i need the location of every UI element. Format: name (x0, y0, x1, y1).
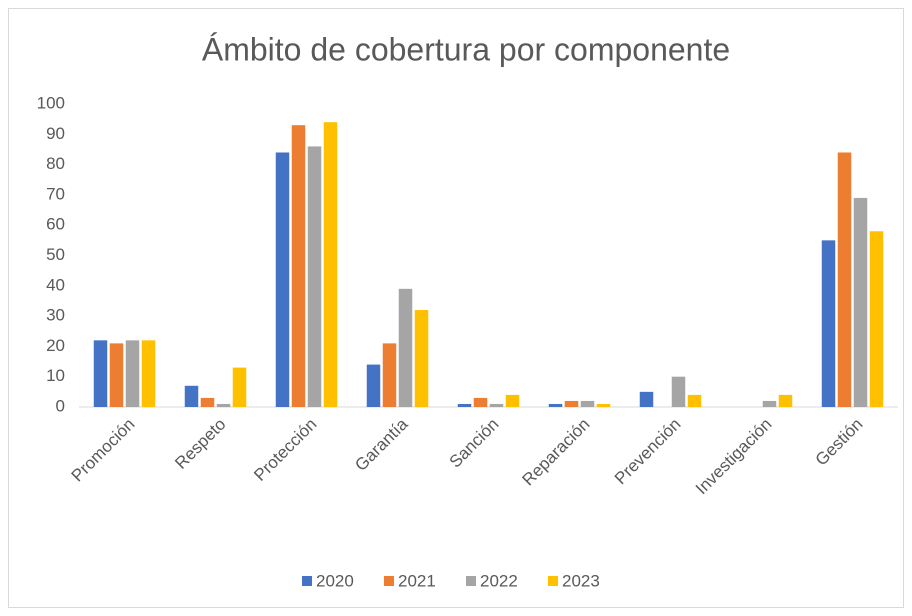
bar (762, 400, 777, 407)
y-tick-label: 80 (46, 154, 65, 173)
legend-label: 2023 (562, 571, 600, 590)
legend-label: 2021 (398, 571, 436, 590)
bar (473, 397, 488, 407)
legend-swatch (548, 576, 558, 586)
bar (687, 394, 702, 407)
bar (141, 340, 156, 407)
bar (109, 343, 124, 407)
bar (853, 197, 868, 407)
y-tick-label: 90 (46, 124, 65, 143)
bar (639, 391, 654, 407)
legend-swatch (302, 576, 312, 586)
bar (596, 403, 611, 407)
bar (275, 152, 290, 407)
y-tick-label: 40 (46, 275, 65, 294)
bar (671, 376, 686, 407)
chart-border (8, 8, 904, 608)
legend-label: 2020 (316, 571, 354, 590)
bar (307, 146, 322, 408)
bar (778, 394, 793, 407)
bar (821, 240, 836, 407)
y-tick-label: 100 (37, 93, 65, 112)
legend-swatch (384, 576, 394, 586)
y-tick-label: 60 (46, 215, 65, 234)
bar (580, 400, 595, 407)
legend-swatch (466, 576, 476, 586)
bar (184, 385, 199, 407)
y-tick-label: 50 (46, 245, 65, 264)
legend-label: 2022 (480, 571, 518, 590)
bar (200, 397, 215, 407)
bar (93, 340, 108, 407)
bar (457, 403, 472, 407)
bar (366, 364, 381, 407)
y-tick-label: 20 (46, 336, 65, 355)
bar (232, 367, 247, 407)
bar (125, 340, 140, 407)
bar (382, 343, 397, 407)
bar (216, 403, 231, 407)
bar (291, 125, 306, 408)
bar (489, 403, 504, 407)
bar (414, 310, 429, 407)
bar (398, 288, 413, 407)
chart-title: Ámbito de cobertura por componente (202, 31, 730, 67)
bar (323, 122, 338, 408)
y-tick-label: 0 (56, 396, 65, 415)
y-tick-label: 70 (46, 184, 65, 203)
bar (505, 394, 520, 407)
bar (869, 231, 884, 407)
y-tick-label: 30 (46, 306, 65, 325)
y-tick-label: 10 (46, 366, 65, 385)
bar (564, 400, 579, 407)
bar (837, 152, 852, 407)
bar (548, 403, 563, 407)
